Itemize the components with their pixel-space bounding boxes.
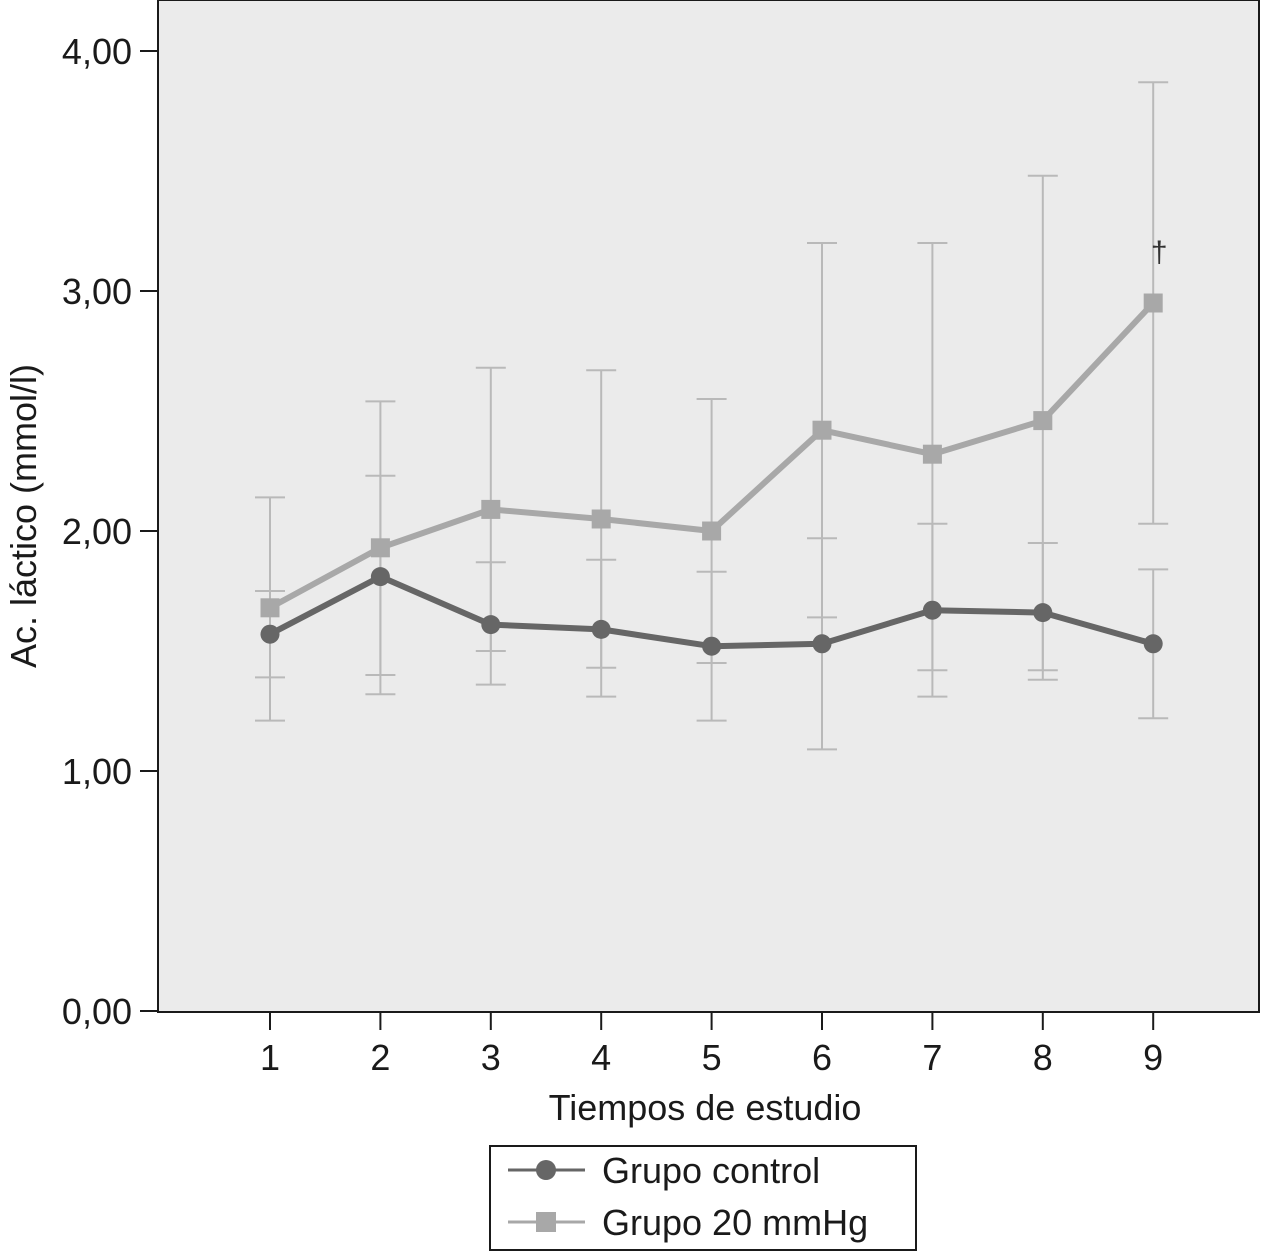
annotations: † — [1151, 236, 1168, 269]
data-point-20mmhg — [370, 538, 390, 558]
data-point-control — [591, 619, 611, 639]
x-tick-label: 5 — [702, 1037, 722, 1078]
legend-marker-control — [536, 1160, 556, 1180]
x-tick-label: 8 — [1033, 1037, 1053, 1078]
x-axis: 1 2 3 4 5 6 7 8 9 — [260, 1012, 1163, 1078]
x-tick-label: 6 — [812, 1037, 832, 1078]
data-point-control — [370, 567, 390, 587]
data-point-control — [922, 600, 942, 620]
series-markers — [260, 293, 1163, 656]
data-point-20mmhg — [922, 444, 942, 464]
annotation-dagger: † — [1151, 236, 1168, 269]
y-axis: 0,00 1,00 2,00 3,00 4,00 — [62, 0, 159, 1032]
data-point-control — [1033, 603, 1053, 623]
legend-label-control: Grupo control — [602, 1150, 820, 1191]
y-tick-label: 0,00 — [62, 991, 132, 1032]
legend-label-20mmhg: Grupo 20 mmHg — [602, 1202, 868, 1243]
data-point-20mmhg — [481, 499, 501, 519]
data-point-control — [702, 636, 722, 656]
x-axis-title: Tiempos de estudio — [549, 1087, 862, 1128]
y-axis-title: Ac. láctico (mmol/l) — [3, 364, 44, 668]
data-point-control — [1143, 634, 1163, 654]
y-tick-label: 2,00 — [62, 511, 132, 552]
legend-box — [489, 1145, 917, 1251]
plot-area — [157, 0, 1260, 1013]
x-tick-label: 1 — [260, 1037, 280, 1078]
x-tick-label: 7 — [922, 1037, 942, 1078]
data-point-20mmhg — [812, 420, 832, 440]
y-tick-label: 3,00 — [62, 271, 132, 312]
data-point-20mmhg — [1033, 411, 1053, 431]
x-tick-label: 9 — [1143, 1037, 1163, 1078]
data-point-20mmhg — [702, 521, 722, 541]
y-tick-label: 1,00 — [62, 751, 132, 792]
data-point-control — [812, 634, 832, 654]
data-point-20mmhg — [591, 509, 611, 529]
x-tick-label: 2 — [370, 1037, 390, 1078]
x-tick-label: 3 — [481, 1037, 501, 1078]
legend: Grupo control Grupo 20 mmHg — [489, 1145, 917, 1251]
legend-marker-20mmhg — [536, 1212, 556, 1232]
x-tick-label: 4 — [591, 1037, 611, 1078]
data-point-control — [260, 624, 280, 644]
y-tick-label: 4,00 — [62, 31, 132, 72]
data-point-control — [481, 615, 501, 635]
data-point-20mmhg — [260, 598, 280, 618]
data-point-20mmhg — [1143, 293, 1163, 313]
